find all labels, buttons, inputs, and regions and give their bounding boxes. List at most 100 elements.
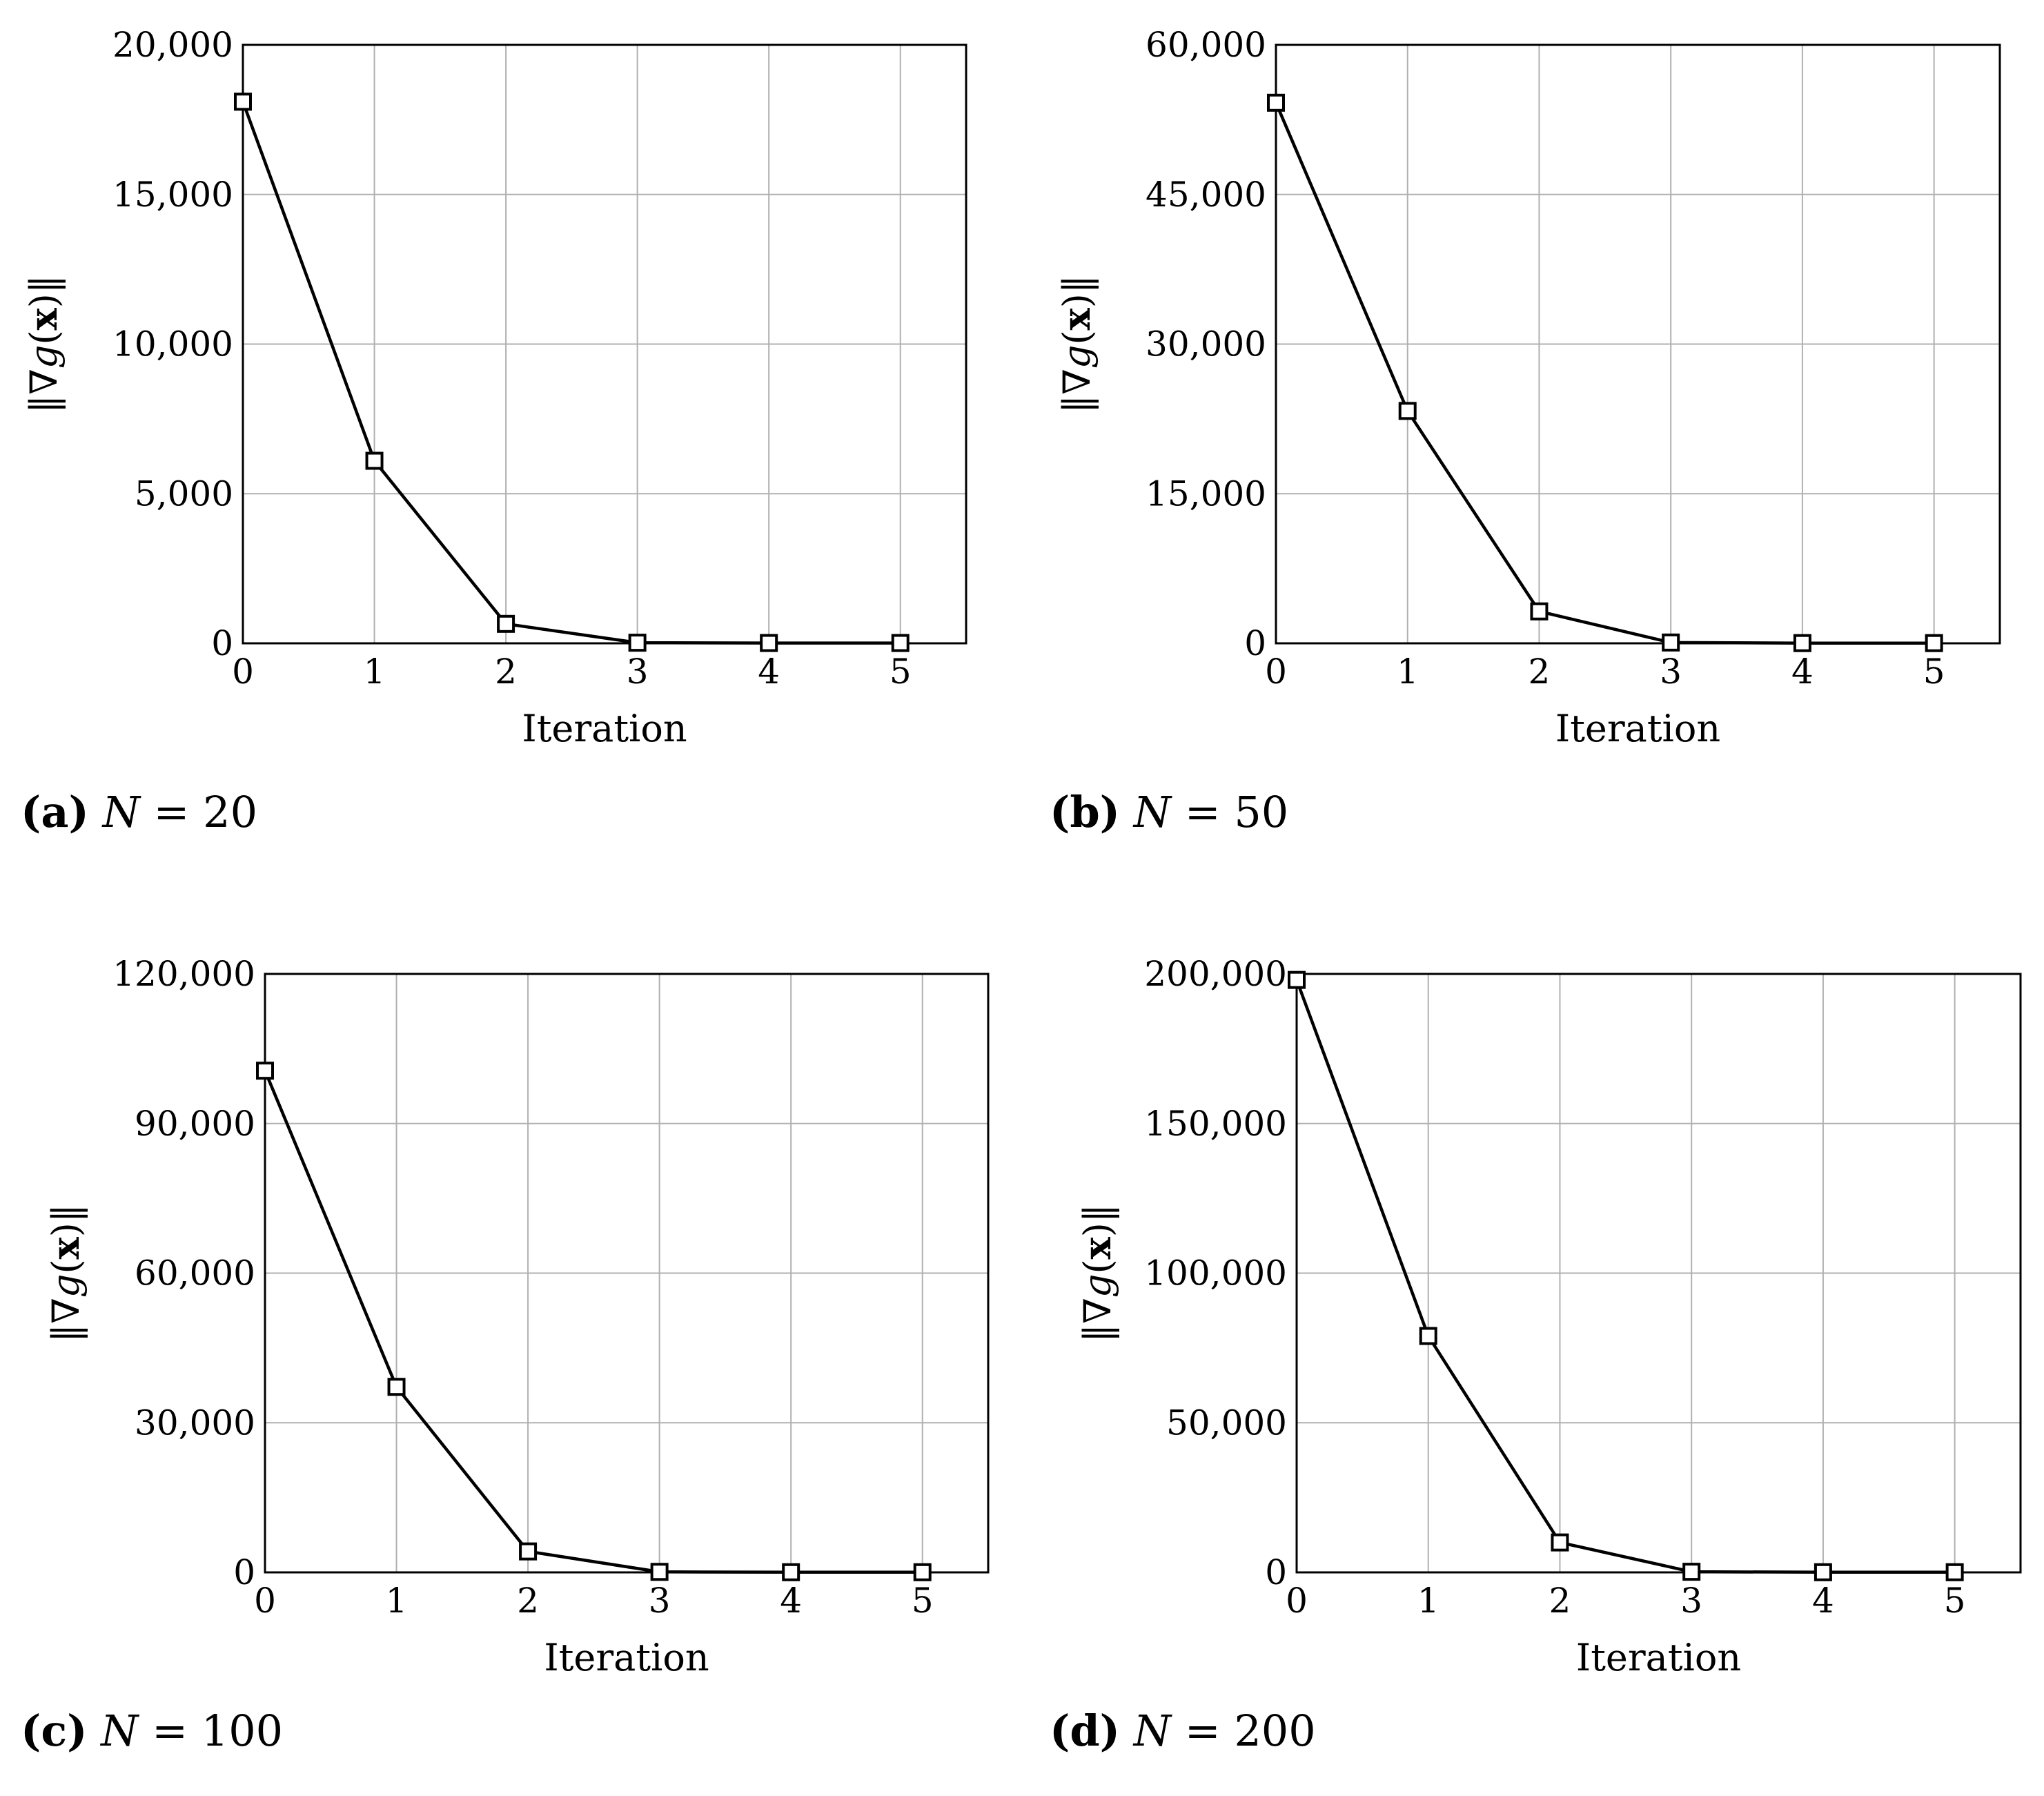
chart-d-ylabel-part-3: x bbox=[1075, 1236, 1119, 1259]
chart-d-xtick-label-2: 2 bbox=[1549, 1581, 1571, 1621]
chart-a-xtick-label-2: 2 bbox=[495, 652, 517, 692]
chart-c-point-2 bbox=[519, 1542, 538, 1561]
chart-d-xtick-label-3: 3 bbox=[1680, 1581, 1702, 1621]
chart-panel-b: 0 15,000 30,000 45,000 60,000 0 1 2 3 4 5 Iteration… bbox=[1022, 0, 2043, 897]
chart-b-point-2 bbox=[1530, 602, 1549, 621]
chart-b-xtick-label-3: 3 bbox=[1660, 652, 1682, 692]
chart-d-ylabel: ‖∇g(x)‖ bbox=[1075, 1204, 1119, 1343]
chart-c-point-3 bbox=[650, 1563, 669, 1581]
caption-d: (d) N = 200 bbox=[1050, 1706, 1316, 1756]
caption-b-var: N bbox=[1133, 787, 1171, 837]
chart-a-xtick-label-5: 5 bbox=[890, 652, 912, 692]
chart-a-ytick-label-1: 5,000 bbox=[135, 474, 233, 514]
caption-b-value: = 50 bbox=[1171, 787, 1289, 837]
chart-c-xtick-label-0: 0 bbox=[254, 1581, 276, 1621]
chart-b-xtick-label-2: 2 bbox=[1529, 652, 1551, 692]
chart-c-xlabel: Iteration bbox=[544, 1636, 709, 1679]
chart-c-ylabel-part-0: ‖∇ bbox=[44, 1298, 88, 1343]
chart-a-series-line bbox=[241, 101, 901, 645]
chart-a-point-4 bbox=[760, 634, 778, 652]
chart-c-point-4 bbox=[782, 1563, 800, 1581]
chart-d-frame bbox=[1295, 973, 2022, 1574]
chart-b-ytick-label-4: 60,000 bbox=[1146, 25, 1266, 65]
chart-b-point-5 bbox=[1925, 634, 1943, 652]
chart-d-xlabel: Iteration bbox=[1576, 1636, 1741, 1679]
chart-c-ytick-label-3: 90,000 bbox=[135, 1104, 255, 1144]
chart-d-xtick-label-1: 1 bbox=[1417, 1581, 1439, 1621]
chart-a-ylabel-part-4: )‖ bbox=[22, 275, 66, 308]
chart-d-plot: 0 50,000 100,000 150,000 200,000 0 1 2 3 4 5 Iterat… bbox=[1075, 954, 2022, 1679]
chart-a-ylabel-part-2: ( bbox=[22, 330, 66, 344]
caption-c-value: = 100 bbox=[138, 1706, 284, 1756]
chart-c-point-5 bbox=[913, 1563, 932, 1581]
chart-d-ytick-label-4: 200,000 bbox=[1144, 954, 1287, 994]
chart-b-ylabel-part-3: x bbox=[1054, 307, 1099, 330]
chart-a-point-2 bbox=[497, 614, 515, 633]
chart-d-ylabel-part-2: ( bbox=[1076, 1259, 1119, 1273]
chart-c-ylabel: ‖∇g(x)‖ bbox=[43, 1204, 88, 1343]
chart-d-ylabel-part-0: ‖∇ bbox=[1076, 1298, 1119, 1343]
chart-d-point-3 bbox=[1682, 1563, 1701, 1581]
chart-b-ytick-label-0: 0 bbox=[1244, 623, 1266, 663]
chart-b-ylabel-part-0: ‖∇ bbox=[1055, 369, 1099, 413]
chart-c-ylabel-part-3: x bbox=[43, 1236, 88, 1259]
chart-d-ylabel-part-1: g bbox=[1076, 1274, 1119, 1298]
chart-a-xtick-label-4: 4 bbox=[758, 652, 780, 692]
chart-a-ylabel-part-0: ‖∇ bbox=[22, 369, 66, 413]
chart-b-point-3 bbox=[1662, 633, 1680, 652]
chart-c-xtick-label-1: 1 bbox=[386, 1581, 408, 1621]
chart-d-series-line bbox=[1295, 979, 1955, 1574]
chart-b-point-1 bbox=[1398, 402, 1417, 420]
chart-b-ytick-label-3: 45,000 bbox=[1146, 175, 1266, 215]
chart-c-point-1 bbox=[387, 1378, 406, 1396]
chart-c-ylabel-part-1: g bbox=[44, 1274, 88, 1298]
chart-b-ylabel-part-2: ( bbox=[1055, 330, 1099, 344]
chart-c-ytick-label-2: 60,000 bbox=[135, 1253, 255, 1294]
chart-c-ylabel-part-2: ( bbox=[44, 1259, 88, 1273]
chart-d-ytick-label-0: 0 bbox=[1265, 1552, 1287, 1592]
chart-a-plot: 0 5,000 10,000 15,000 20,000 0 1 2 3 4 5 Iteration ‖… bbox=[21, 25, 967, 750]
chart-a-frame bbox=[242, 43, 967, 645]
chart-b-xlabel: Iteration bbox=[1555, 707, 1720, 750]
chart-panel-c: 0 30,000 60,000 90,000 120,000 0 1 2 3 4 5 Iteratio… bbox=[0, 898, 1021, 1795]
chart-a-ytick-label-3: 15,000 bbox=[112, 175, 233, 215]
chart-b-ytick-label-2: 30,000 bbox=[1146, 324, 1266, 364]
caption-a-var: N bbox=[102, 787, 140, 837]
chart-c-ytick-label-0: 0 bbox=[233, 1552, 255, 1592]
caption-c-var: N bbox=[101, 1706, 139, 1756]
chart-d-ytick-label-1: 50,000 bbox=[1166, 1403, 1287, 1443]
chart-a-xtick-label-0: 0 bbox=[232, 652, 254, 692]
chart-b-point-0 bbox=[1267, 93, 1285, 112]
chart-b-series-line bbox=[1274, 101, 1934, 645]
chart-b-xtick-label-0: 0 bbox=[1265, 652, 1287, 692]
chart-d-xtick-label-4: 4 bbox=[1812, 1581, 1834, 1621]
chart-a-xlabel: Iteration bbox=[522, 707, 687, 750]
chart-a-ylabel-part-1: g bbox=[22, 345, 66, 369]
chart-panel-a: 0 5,000 10,000 15,000 20,000 0 1 2 3 4 5 Iteration ‖… bbox=[0, 0, 1021, 897]
chart-b-frame bbox=[1275, 43, 2001, 645]
chart-b-xtick-label-1: 1 bbox=[1397, 652, 1419, 692]
chart-c-xtick-label-4: 4 bbox=[780, 1581, 802, 1621]
chart-d-xtick-label-5: 5 bbox=[1944, 1581, 1966, 1621]
caption-b-tag: (b) bbox=[1050, 787, 1121, 837]
chart-a-ytick-label-4: 20,000 bbox=[112, 25, 233, 65]
chart-a-ytick-label-0: 0 bbox=[211, 623, 233, 663]
chart-c-xtick-label-2: 2 bbox=[517, 1581, 539, 1621]
chart-b-xtick-label-4: 4 bbox=[1791, 652, 1814, 692]
chart-c-xtick-label-5: 5 bbox=[912, 1581, 934, 1621]
chart-a-point-1 bbox=[365, 451, 384, 470]
chart-b-ylabel-part-4: )‖ bbox=[1055, 275, 1099, 308]
chart-b-plot: 0 15,000 30,000 45,000 60,000 0 1 2 3 4 5 Iteration… bbox=[1054, 25, 2001, 750]
caption-a-value: = 20 bbox=[139, 787, 258, 837]
chart-a-ylabel-part-3: x bbox=[21, 307, 66, 330]
chart-a-ytick-label-2: 10,000 bbox=[112, 324, 233, 364]
chart-c-ylabel-part-4: )‖ bbox=[44, 1204, 88, 1237]
chart-b-ylabel-part-1: g bbox=[1055, 345, 1099, 369]
chart-panel-d: 0 50,000 100,000 150,000 200,000 0 1 2 3 4 5 Iterat… bbox=[1022, 898, 2043, 1795]
chart-a-ylabel: ‖∇g(x)‖ bbox=[21, 275, 66, 413]
chart-c-frame bbox=[264, 973, 990, 1574]
chart-c-point-0 bbox=[256, 1062, 274, 1080]
caption-c: (c) N = 100 bbox=[21, 1706, 283, 1756]
chart-d-point-2 bbox=[1551, 1533, 1569, 1552]
chart-d-ytick-label-3: 150,000 bbox=[1144, 1104, 1287, 1144]
